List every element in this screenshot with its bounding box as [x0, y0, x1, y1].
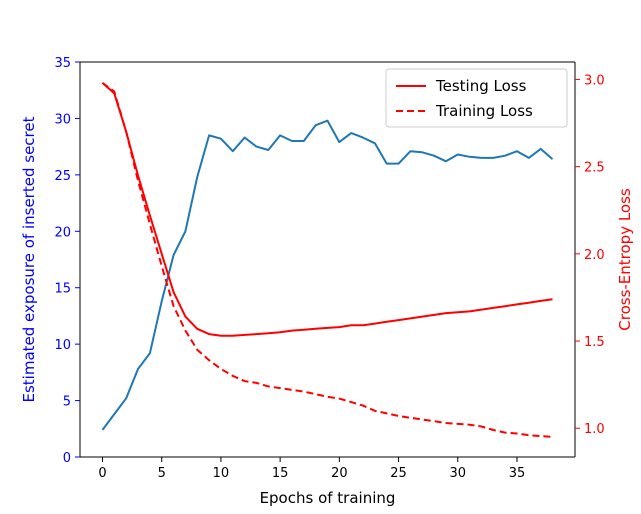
- right-y-tick-label: 3.0: [584, 73, 605, 88]
- left-y-tick-label: 5: [63, 395, 71, 410]
- left-y-tick-label: 25: [54, 169, 71, 184]
- x-tick-label: 0: [98, 466, 106, 481]
- x-tick-label: 10: [213, 466, 230, 481]
- x-tick-label: 25: [390, 466, 407, 481]
- left-y-tick-label: 20: [54, 225, 71, 240]
- left-y-tick-label: 0: [63, 451, 71, 466]
- series-line-exposure: [101, 119, 554, 431]
- x-tick-label: 35: [509, 466, 526, 481]
- left-y-axis-label: Estimated exposure of inserted secret: [20, 116, 38, 402]
- right-y-tick-label: 2.0: [584, 248, 605, 263]
- x-tick-label: 5: [158, 466, 166, 481]
- right-y-tick-label: 1.5: [584, 335, 605, 350]
- x-tick-label: 30: [449, 466, 466, 481]
- right-y-axis-label: Cross-Entropy Loss: [616, 188, 634, 331]
- series-line-training-loss: [101, 82, 553, 438]
- series-layer: [101, 82, 554, 438]
- left-y-tick-label: 35: [54, 56, 71, 71]
- left-y-tick-label: 10: [54, 338, 71, 353]
- legend-label-training-loss: Training Loss: [435, 102, 533, 120]
- right-y-tick-label: 1.0: [584, 422, 605, 437]
- series-line-testing-loss: [101, 82, 553, 337]
- x-axis-label: Epochs of training: [260, 489, 396, 507]
- left-y-tick-label: 30: [54, 112, 71, 127]
- legend: Testing Loss Training Loss: [385, 68, 568, 128]
- legend-label-testing-loss: Testing Loss: [435, 77, 527, 95]
- x-tick-label: 20: [331, 466, 348, 481]
- right-y-tick-label: 2.5: [584, 161, 605, 176]
- legend-box: [385, 68, 568, 128]
- x-tick-label: 15: [272, 466, 289, 481]
- left-y-tick-label: 15: [54, 282, 71, 297]
- axes-layer: 0 5 10 15 20 25 30 35 0 5 10 15 20 25 30 35 1.0 1.5 2.0 2.5…: [54, 56, 604, 481]
